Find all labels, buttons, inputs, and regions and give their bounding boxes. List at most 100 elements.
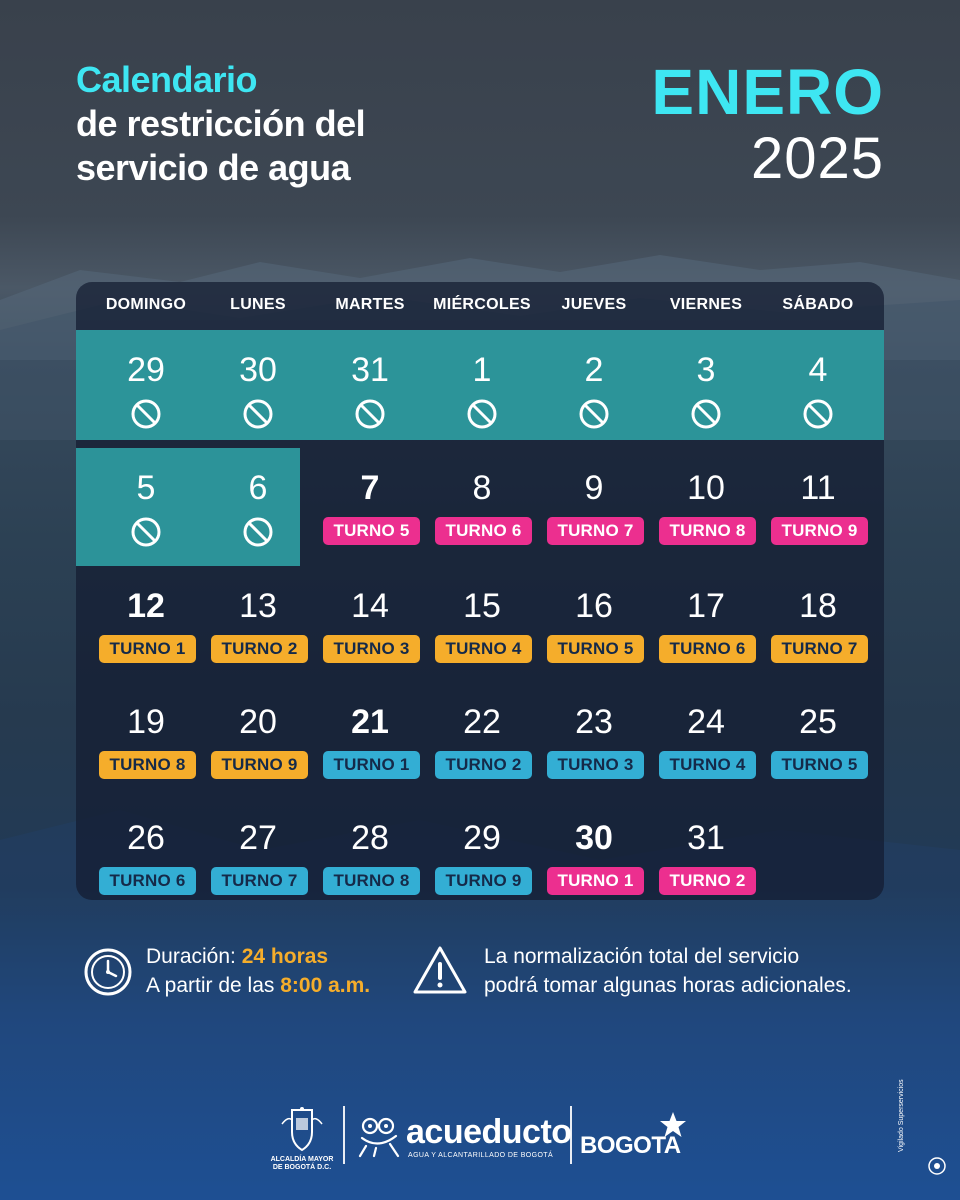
day-number: 23 <box>575 703 613 741</box>
day-cell: 19 TURNO 8 <box>90 682 202 792</box>
day-cell: 17 TURNO 6 <box>650 566 762 676</box>
turno-badge: TURNO 4 <box>659 751 756 779</box>
day-cell: 23 TURNO 3 <box>538 682 650 792</box>
turno-badge: TURNO 6 <box>659 635 756 663</box>
warning-text: La normalización total del servicio podr… <box>484 942 852 1000</box>
day-number: 26 <box>127 819 165 857</box>
weekday-4: MIÉRCOLES <box>433 296 531 313</box>
day-number: 21 <box>351 703 389 741</box>
day-cell: 8 TURNO 6 <box>426 448 538 558</box>
day-number: 10 <box>687 469 725 507</box>
day-number: 22 <box>463 703 501 741</box>
acueducto-wordmark: acueducto <box>406 1113 572 1151</box>
no-service-icon <box>243 399 273 429</box>
day-number: 25 <box>799 703 837 741</box>
day-number: 29 <box>463 819 501 857</box>
day-number: 16 <box>575 587 613 625</box>
day-number: 14 <box>351 587 389 625</box>
turno-badge: TURNO 8 <box>659 517 756 545</box>
day-number: 13 <box>239 587 277 625</box>
weekday-5: JUEVES <box>561 296 627 313</box>
turno-badge: TURNO 2 <box>659 867 756 895</box>
no-service-icon <box>691 399 721 429</box>
coat-of-arms-icon <box>281 1107 323 1152</box>
day-number: 1 <box>472 351 492 389</box>
day-cell: 31 <box>314 330 426 440</box>
alcaldia-line-2: DE BOGOTÁ D.C. <box>272 1164 332 1171</box>
start-value: 8:00 a.m. <box>280 974 371 997</box>
bogota-logo: BOGOTA <box>580 1110 700 1166</box>
turno-badge: TURNO 1 <box>323 751 420 779</box>
turno-badge: TURNO 7 <box>771 635 868 663</box>
turno-badge: TURNO 1 <box>547 867 644 895</box>
day-cell: 26 TURNO 6 <box>90 798 202 908</box>
day-number: 18 <box>799 587 837 625</box>
warning-line-1: La normalización total del servicio <box>484 945 800 968</box>
turno-badge: TURNO 1 <box>99 635 196 663</box>
superservicios-mark: Vigilado Superservicios <box>898 1079 950 1180</box>
day-number: 31 <box>687 819 725 857</box>
day-cell: 24 TURNO 4 <box>650 682 762 792</box>
day-cell: 30 TURNO 1 <box>538 798 650 908</box>
title-line-1: Calendario <box>76 59 258 100</box>
footer-divider-2 <box>570 1106 572 1164</box>
day-number: 24 <box>687 703 725 741</box>
day-cell: 3 <box>650 330 762 440</box>
no-service-icon <box>355 399 385 429</box>
day-cell: 13 TURNO 2 <box>202 566 314 676</box>
clock-icon <box>84 948 132 996</box>
day-number: 31 <box>351 351 389 389</box>
day-number: 5 <box>136 469 156 507</box>
day-number: 19 <box>127 703 165 741</box>
day-cell: 28 TURNO 8 <box>314 798 426 908</box>
weekday-7: SÁBADO <box>782 296 854 313</box>
turno-badge: TURNO 5 <box>323 517 420 545</box>
day-number: 9 <box>584 469 604 507</box>
day-number: 8 <box>472 469 492 507</box>
turno-badge: TURNO 5 <box>771 751 868 779</box>
acueducto-logo: acueducto AGUA Y ALCANTARILLADO DE BOGOT… <box>356 1114 572 1166</box>
day-cell: 25 TURNO 5 <box>762 682 874 792</box>
no-service-highlight-week-2 <box>76 448 300 566</box>
day-number: 15 <box>463 587 501 625</box>
footer-logos: ALCALDÍA MAYOR DE BOGOTÁ D.C. acueducto … <box>0 1100 960 1180</box>
day-cell: 14 TURNO 3 <box>314 566 426 676</box>
day-cell: 9 TURNO 7 <box>538 448 650 558</box>
turno-badge: TURNO 8 <box>99 751 196 779</box>
day-number: 11 <box>800 469 836 507</box>
frog-icon <box>358 1117 400 1158</box>
day-cell: 7 TURNO 5 <box>314 448 426 558</box>
warning-info: La normalización total del servicio podr… <box>412 942 892 1002</box>
duration-label: Duración: <box>146 945 236 968</box>
superservicios-text: Vigilado Superservicios <box>898 1079 905 1152</box>
day-cell: 31 TURNO 2 <box>650 798 762 908</box>
turno-badge: TURNO 3 <box>323 635 420 663</box>
footer-divider-1 <box>343 1106 345 1164</box>
no-service-icon <box>467 399 497 429</box>
superservicios-seal-icon <box>928 1157 946 1175</box>
star-icon <box>660 1112 686 1137</box>
turno-badge: TURNO 6 <box>99 867 196 895</box>
turno-badge: TURNO 2 <box>435 751 532 779</box>
turno-badge: TURNO 7 <box>547 517 644 545</box>
day-cell: 21 TURNO 1 <box>314 682 426 792</box>
turno-badge: TURNO 6 <box>435 517 532 545</box>
weekday-3: MARTES <box>335 296 405 313</box>
day-cell: 5 <box>90 448 202 558</box>
month-year-block: ENERO 2025 <box>651 60 884 194</box>
no-service-icon <box>131 399 161 429</box>
day-cell: 16 TURNO 5 <box>538 566 650 676</box>
day-cell: 6 <box>202 448 314 558</box>
no-service-icon <box>579 399 609 429</box>
no-service-icon <box>243 517 273 547</box>
day-cell: 4 <box>762 330 874 440</box>
day-number: 3 <box>696 351 716 389</box>
no-service-icon <box>803 399 833 429</box>
alcaldia-text: ALCALDÍA MAYOR DE BOGOTÁ D.C. <box>264 1156 340 1172</box>
turno-badge: TURNO 9 <box>771 517 868 545</box>
turno-badge: TURNO 4 <box>435 635 532 663</box>
day-cell: 18 TURNO 7 <box>762 566 874 676</box>
day-number: 28 <box>351 819 389 857</box>
day-number: 30 <box>575 819 613 857</box>
year-label: 2025 <box>750 126 884 191</box>
